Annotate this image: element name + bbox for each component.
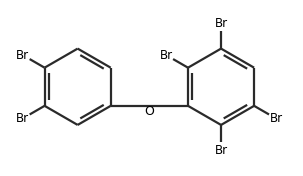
Text: O: O (145, 105, 154, 118)
Text: Br: Br (215, 17, 228, 30)
Text: Br: Br (269, 112, 282, 125)
Text: Br: Br (160, 49, 173, 62)
Text: Br: Br (215, 144, 228, 157)
Text: Br: Br (16, 49, 29, 62)
Text: Br: Br (16, 112, 29, 125)
